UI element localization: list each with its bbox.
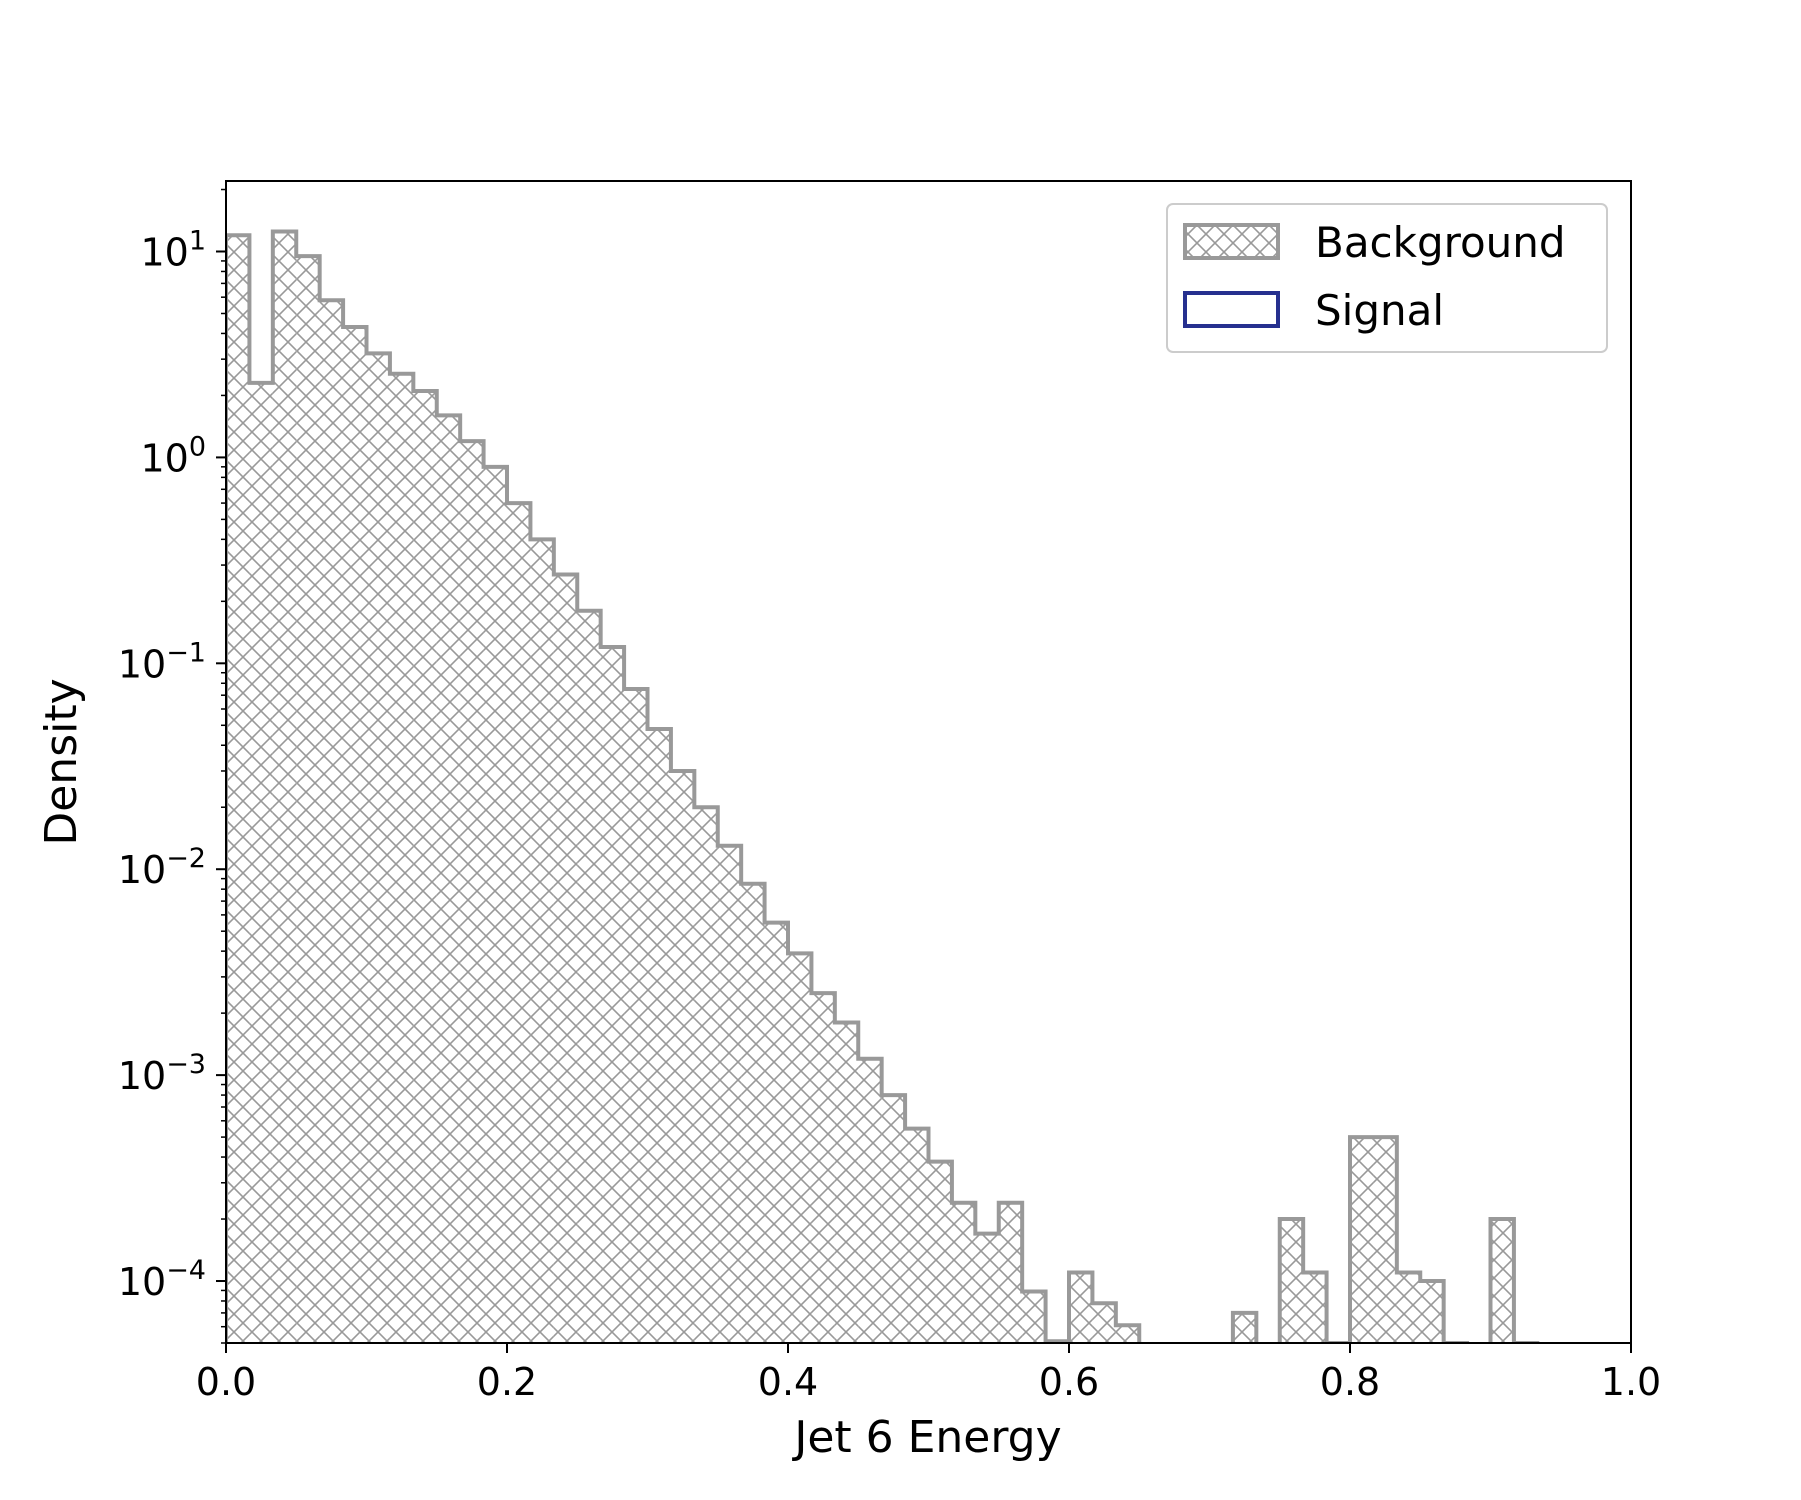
background-bar	[249, 382, 273, 1343]
background-bar	[811, 993, 835, 1343]
background-bar	[389, 373, 414, 1343]
plot-frame	[225, 180, 1632, 1344]
legend-swatch-signal	[1183, 291, 1280, 328]
x-axis-label: Jet 6 Energy	[791, 1412, 1061, 1463]
x-tick-label: 0.8	[1320, 1360, 1380, 1404]
x-tick-label: 0.4	[758, 1360, 818, 1404]
x-tick-label: 0.6	[1039, 1360, 1099, 1404]
background-bar	[507, 503, 531, 1343]
background-bar	[319, 300, 344, 1343]
background-bar	[788, 953, 812, 1343]
background-bar	[296, 256, 320, 1343]
legend-label-background: Background	[1315, 218, 1566, 267]
background-bar	[413, 391, 437, 1343]
plot-area	[226, 229, 1540, 1343]
background-bar	[1232, 1312, 1257, 1343]
legend-label-signal: Signal	[1315, 286, 1444, 335]
background-bar	[553, 574, 578, 1343]
background-bar	[272, 231, 297, 1343]
x-tick-label: 0.2	[477, 1360, 537, 1404]
background-bar	[343, 326, 367, 1343]
background-bar	[1092, 1303, 1116, 1343]
background-bar	[717, 845, 742, 1343]
background-bar	[1022, 1291, 1046, 1343]
legend: Background Signal	[1166, 203, 1608, 353]
background-bar	[881, 1095, 906, 1343]
axes: 0.0 0.2 0.4 0.6 0.8 1.0 101 100 10−1 10−2 10−3 10−4	[118, 188, 1661, 1404]
background-bar	[366, 353, 390, 1343]
background-bar	[1373, 1137, 1397, 1343]
background-outline	[226, 229, 1540, 1343]
background-bar	[226, 235, 250, 1343]
y-tick-label: 101	[140, 226, 206, 275]
background-bar	[1350, 1137, 1374, 1343]
background-series	[226, 229, 1540, 1343]
background-bar	[1279, 1219, 1304, 1343]
y-tick-label: 10−1	[118, 637, 206, 686]
background-bar	[1115, 1325, 1140, 1343]
background-bar	[858, 1058, 882, 1343]
background-bar	[694, 807, 718, 1343]
y-tick-label: 10−4	[118, 1255, 206, 1304]
background-bar	[764, 922, 788, 1343]
background-bar	[834, 1022, 859, 1343]
background-bar	[1490, 1219, 1514, 1343]
background-bar	[905, 1128, 929, 1343]
y-tick-label: 10−2	[118, 843, 206, 892]
y-tick-label: 100	[140, 431, 206, 480]
background-bar	[530, 539, 554, 1343]
background-bar	[600, 647, 625, 1343]
background-bar	[436, 415, 461, 1343]
background-bar	[577, 610, 601, 1343]
background-bar	[928, 1161, 952, 1343]
background-bar	[741, 883, 765, 1343]
x-tick-label: 0.0	[196, 1360, 256, 1404]
background-bar	[460, 441, 484, 1343]
background-bar	[998, 1202, 1023, 1343]
x-tick-label: 1.0	[1601, 1360, 1661, 1404]
legend-swatch-background	[1183, 223, 1280, 260]
background-bar	[1396, 1272, 1421, 1343]
background-bar	[1303, 1272, 1327, 1343]
y-axis-label: Density	[36, 678, 87, 845]
background-bar	[624, 689, 648, 1343]
background-bar	[647, 728, 671, 1343]
background-bar	[483, 466, 507, 1343]
background-bar	[1420, 1281, 1444, 1343]
background-bar	[951, 1202, 976, 1343]
background-bar	[975, 1233, 999, 1343]
background-bar	[670, 770, 695, 1343]
background-bar	[1069, 1272, 1093, 1343]
y-tick-label: 10−3	[118, 1049, 206, 1098]
